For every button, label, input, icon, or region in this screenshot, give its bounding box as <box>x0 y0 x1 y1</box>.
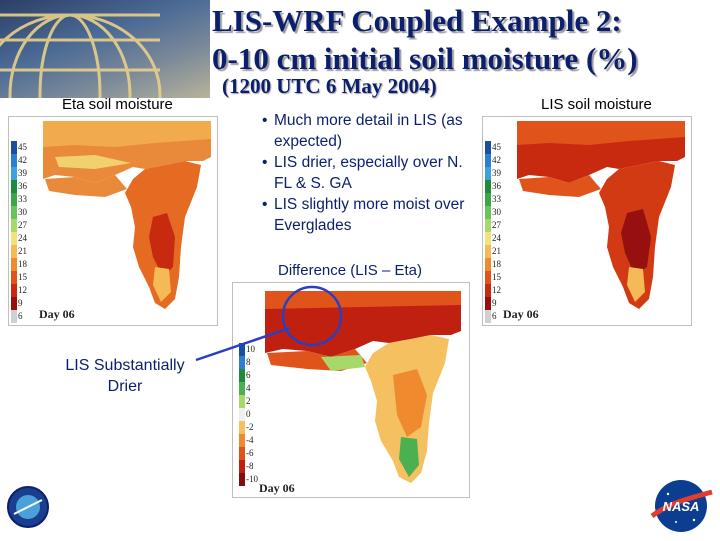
legend-tick: -4 <box>246 435 254 445</box>
finding-item: LIS slightly more moist over Everglades <box>262 194 482 236</box>
florida-map-eta <box>43 121 211 309</box>
slide-title: LIS-WRF Coupled Example 2: 0-10 cm initi… <box>212 2 712 78</box>
legend-tick: 6 <box>18 311 23 321</box>
legend-tick: 18 <box>18 259 27 269</box>
legend-tick: 6 <box>246 370 251 380</box>
callout-line-2: Drier <box>107 378 143 395</box>
findings-list: Much more detail in LIS (as expected) LI… <box>262 110 482 236</box>
legend-tick: 24 <box>18 233 27 243</box>
legend-tick: 45 <box>492 142 501 152</box>
florida-map-difference <box>265 291 461 483</box>
legend-tick: 33 <box>492 194 501 204</box>
eta-soil-moisture-map: 45 42 39 36 33 30 27 24 21 18 15 12 9 6 … <box>8 116 218 326</box>
legend-tick: -10 <box>246 474 258 484</box>
legend-tick: 21 <box>18 246 27 256</box>
difference-legend: 10 8 6 4 2 0 -2 -4 -6 -8 -10 <box>239 343 273 486</box>
callout-text: LIS Substantially Drier <box>50 355 200 397</box>
lis-legend: 45 42 39 36 33 30 27 24 21 18 15 12 9 6 <box>485 141 519 323</box>
legend-tick: 12 <box>492 285 501 295</box>
legend-tick: 45 <box>18 142 27 152</box>
callout-connector <box>195 326 291 362</box>
finding-item: LIS drier, especially over N. FL & S. GA <box>262 152 482 194</box>
legend-tick: 9 <box>492 298 497 308</box>
legend-tick: 15 <box>18 272 27 282</box>
legend-tick: 6 <box>492 311 497 321</box>
lis-day-label: Day 06 <box>503 307 539 321</box>
legend-tick: 33 <box>18 194 27 204</box>
legend-tick: 10 <box>246 344 255 354</box>
legend-tick: -8 <box>246 461 254 471</box>
legend-tick: 12 <box>18 285 27 295</box>
legend-tick: 36 <box>492 181 501 191</box>
difference-day-label: Day 06 <box>259 481 295 495</box>
legend-tick: 36 <box>18 181 27 191</box>
legend-tick: 27 <box>492 220 501 230</box>
legend-tick: -2 <box>246 422 254 432</box>
mission-seal-icon <box>6 482 50 532</box>
lis-panel-label: LIS soil moisture <box>541 96 652 113</box>
legend-tick: 24 <box>492 233 501 243</box>
legend-tick: 9 <box>18 298 23 308</box>
legend-tick: 18 <box>492 259 501 269</box>
lis-soil-moisture-map: 45 42 39 36 33 30 27 24 21 18 15 12 9 6 … <box>482 116 692 326</box>
eta-legend: 45 42 39 36 33 30 27 24 21 18 15 12 9 6 <box>11 141 45 323</box>
legend-tick: 2 <box>246 396 251 406</box>
title-line-1: LIS-WRF Coupled Example 2: <box>212 3 622 38</box>
legend-tick: 27 <box>18 220 27 230</box>
legend-tick: -6 <box>246 448 254 458</box>
eta-panel-label: Eta soil moisture <box>62 96 173 113</box>
difference-map: 10 8 6 4 2 0 -2 -4 -6 -8 -10 Day 06 <box>232 282 470 498</box>
legend-tick: 30 <box>18 207 27 217</box>
svg-text:NASA: NASA <box>663 499 700 514</box>
legend-tick: 39 <box>18 168 27 178</box>
difference-panel-label: Difference (LIS – Eta) <box>278 262 422 279</box>
legend-tick: 21 <box>492 246 501 256</box>
legend-tick: 0 <box>246 409 251 419</box>
callout-line-1: LIS Substantially <box>65 357 185 374</box>
legend-tick: 42 <box>492 155 501 165</box>
legend-tick: 4 <box>246 383 251 393</box>
title-line-2: 0-10 cm initial soil moisture (%) <box>212 41 638 76</box>
slide-subtitle: (1200 UTC 6 May 2004) <box>222 74 437 98</box>
florida-map-lis <box>517 121 685 309</box>
eta-day-label: Day 06 <box>39 307 75 321</box>
callout-circle <box>281 285 343 347</box>
nasa-meatball-icon: NASA <box>646 476 716 536</box>
legend-tick: 42 <box>18 155 27 165</box>
legend-tick: 30 <box>492 207 501 217</box>
finding-item: Much more detail in LIS (as expected) <box>262 110 482 152</box>
legend-tick: 39 <box>492 168 501 178</box>
legend-tick: 15 <box>492 272 501 282</box>
legend-tick: 8 <box>246 357 251 367</box>
globe-logo <box>0 0 210 98</box>
